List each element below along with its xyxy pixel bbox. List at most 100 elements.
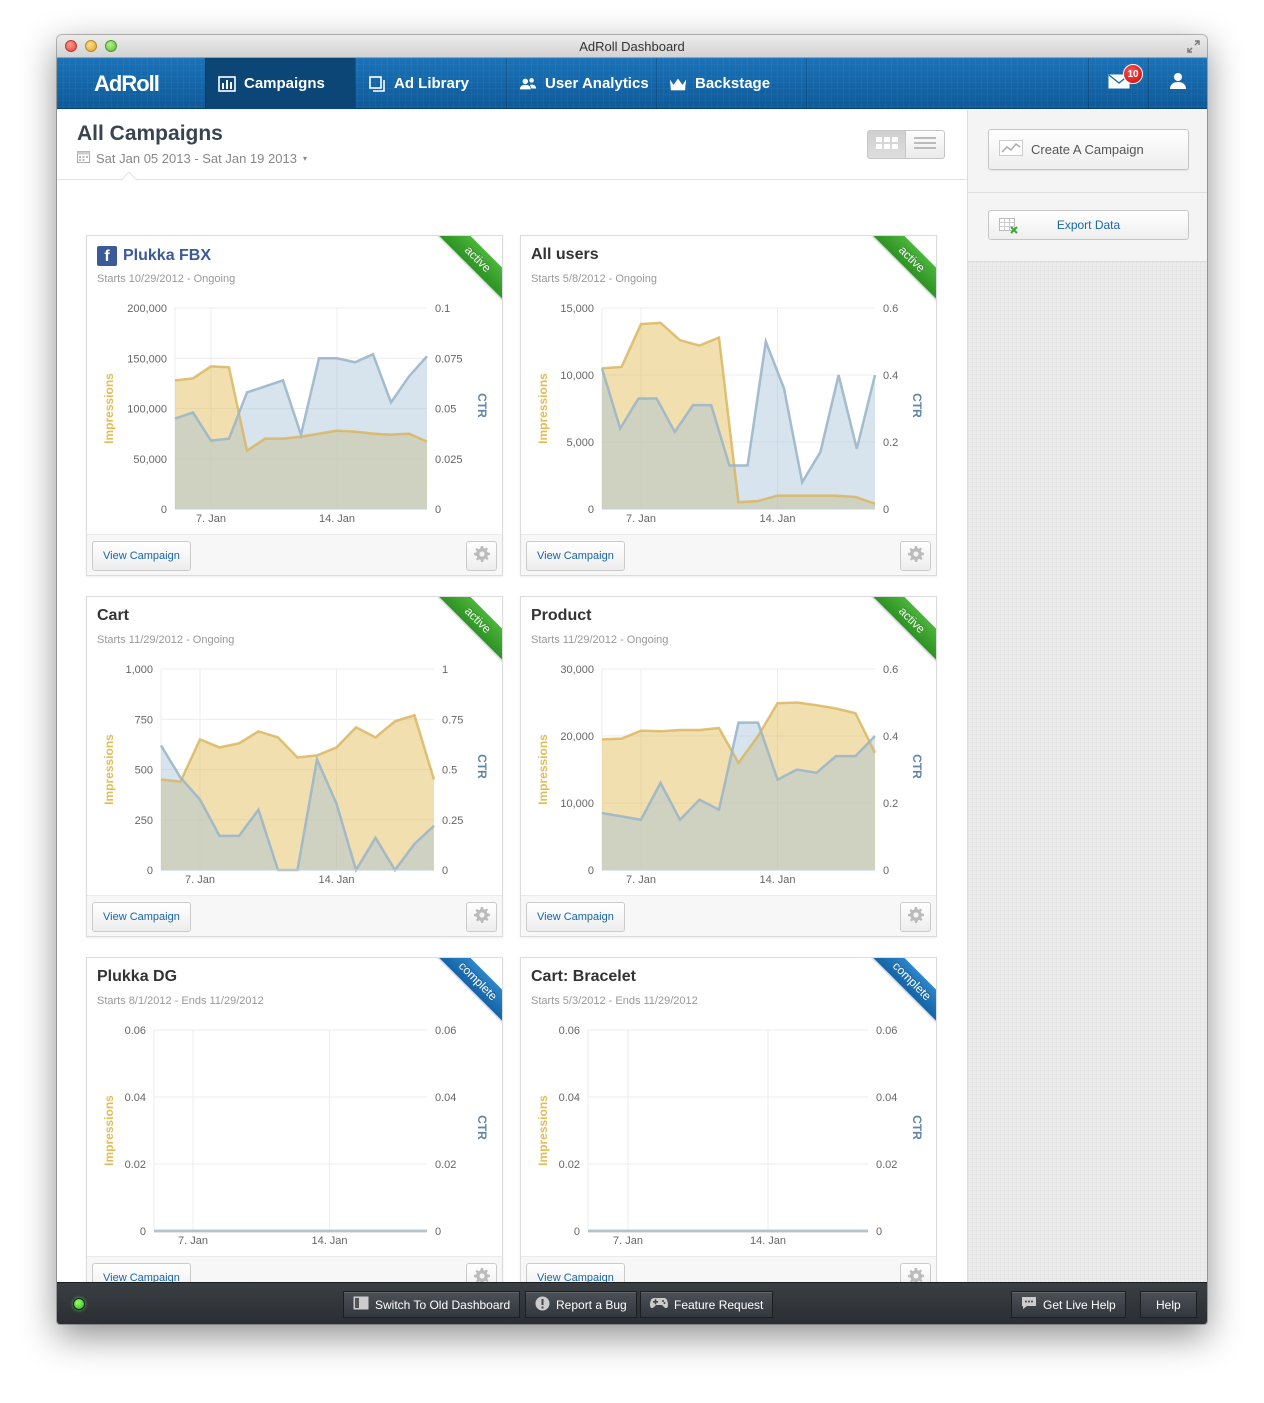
y2-axis-title: CTR <box>910 754 924 779</box>
y2-tick-label: 0 <box>435 504 441 516</box>
y2-tick-label: 0.75 <box>442 714 463 726</box>
status-ribbon: active <box>432 597 502 666</box>
status-ribbon: active <box>432 236 502 305</box>
view-campaign-button[interactable]: View Campaign <box>92 541 191 571</box>
campaign-name: Plukka DG <box>97 968 178 985</box>
campaign-title[interactable]: Product <box>531 607 591 625</box>
campaign-settings-button[interactable] <box>466 902 497 932</box>
sidebar-divider <box>968 192 1207 193</box>
bar-chart-icon <box>218 75 236 93</box>
nav-user-analytics[interactable]: User Analytics <box>506 58 656 109</box>
ctr-line <box>601 721 876 822</box>
y-tick-label: 15,000 <box>560 303 594 315</box>
y-tick-label: 0 <box>588 865 594 877</box>
y-tick-label: 0.06 <box>559 1025 580 1037</box>
nav-ad-library[interactable]: Ad Library <box>355 58 506 109</box>
warning-icon <box>535 1296 550 1314</box>
ctr-line <box>600 336 877 486</box>
y-tick-label: 0.06 <box>125 1025 146 1037</box>
spreadsheet-icon <box>999 218 1019 237</box>
x-tick-label: 14. Jan <box>750 1235 786 1247</box>
y2-tick-label: 0.02 <box>435 1159 456 1171</box>
campaign-chart: 0 50,000 100,000 150,000 200,000 0 0.025 0.05 0.… <box>102 303 489 525</box>
main-content: All Campaigns Sat Jan 05 2013 - Sat Jan … <box>57 110 967 1298</box>
report-bug-button[interactable]: Report a Bug <box>525 1291 637 1318</box>
create-campaign-label: Create A Campaign <box>1031 142 1144 157</box>
crown-icon <box>669 75 687 93</box>
feature-request-button[interactable]: Feature Request <box>640 1291 774 1318</box>
impressions-line <box>601 321 876 505</box>
report-bug-label: Report a Bug <box>556 1297 627 1312</box>
y-axis-title: Impressions <box>536 734 550 805</box>
y-tick-label: 5,000 <box>566 437 594 449</box>
y-tick-label: 10,000 <box>560 798 594 810</box>
adroll-logo[interactable]: AdRoll <box>94 71 160 96</box>
y-tick-label: 200,000 <box>127 303 167 315</box>
campaign-name: Cart: Bracelet <box>531 968 636 985</box>
campaign-title[interactable]: Plukka DG <box>97 968 177 986</box>
y2-tick-label: 0.5 <box>442 765 457 777</box>
y-axis-title: Impressions <box>536 1095 550 1166</box>
x-tick-label: 14. Jan <box>759 874 795 886</box>
campaign-settings-button[interactable] <box>900 541 931 571</box>
view-campaign-button[interactable]: View Campaign <box>92 902 191 932</box>
messages-button[interactable]: 10 <box>1088 58 1148 109</box>
y2-tick-label: 0.4 <box>883 370 898 382</box>
y2-tick-label: 0.06 <box>435 1025 456 1037</box>
y2-tick-label: 0.02 <box>876 1159 897 1171</box>
campaign-title[interactable]: Cart <box>97 607 129 625</box>
nav-campaigns-label: Campaigns <box>244 75 325 92</box>
card-footer: View Campaign <box>521 895 936 936</box>
title-bar: AdRoll Dashboard <box>57 35 1207 58</box>
campaign-title[interactable]: All users <box>531 246 599 264</box>
list-view-button[interactable] <box>906 130 945 159</box>
export-data-button[interactable]: Export Data <box>988 210 1189 240</box>
y2-axis-title: CTR <box>475 754 489 779</box>
view-campaign-button[interactable]: View Campaign <box>526 902 625 932</box>
grid-view-button[interactable] <box>867 130 906 159</box>
campaign-name: Cart <box>97 607 130 624</box>
y2-tick-label: 0.25 <box>442 815 463 827</box>
close-window-button[interactable] <box>65 40 77 52</box>
campaign-settings-button[interactable] <box>466 541 497 571</box>
nav-campaigns[interactable]: Campaigns <box>205 58 355 109</box>
library-icon <box>368 75 386 93</box>
chevron-down-icon: ▾ <box>302 153 307 163</box>
date-range-picker[interactable]: Sat Jan 05 2013 - Sat Jan 19 2013 ▾ <box>77 150 307 166</box>
status-ribbon: active <box>866 597 936 666</box>
campaign-title[interactable]: f Plukka FBX <box>97 246 211 266</box>
campaign-name: Plukka FBX <box>123 247 212 264</box>
campaign-card: All users Starts 5/8/2012 - Ongoing active… <box>520 235 937 576</box>
campaign-name: All users <box>531 246 599 263</box>
y-axis-title: Impressions <box>102 373 116 444</box>
get-live-help-button[interactable]: Get Live Help <box>1011 1291 1126 1318</box>
y-tick-label: 0 <box>147 865 153 877</box>
x-tick-label: 7. Jan <box>196 513 226 525</box>
y2-tick-label: 0.06 <box>876 1025 897 1037</box>
view-campaign-button[interactable]: View Campaign <box>526 541 625 571</box>
campaign-title[interactable]: Cart: Bracelet <box>531 968 636 986</box>
y-tick-label: 500 <box>135 765 153 777</box>
help-button[interactable]: Help <box>1140 1291 1197 1318</box>
switch-old-dashboard-button[interactable]: Switch To Old Dashboard <box>343 1291 521 1318</box>
get-live-help-label: Get Live Help <box>1043 1297 1116 1312</box>
campaign-settings-button[interactable] <box>900 902 931 932</box>
fullscreen-icon[interactable] <box>1187 40 1200 53</box>
nav-backstage[interactable]: Backstage <box>656 58 806 109</box>
x-tick-label: 7. Jan <box>613 1235 643 1247</box>
y2-axis-title: CTR <box>910 393 924 418</box>
status-ribbon: complete <box>866 958 936 1027</box>
create-campaign-button[interactable]: Create A Campaign <box>988 129 1189 170</box>
zoom-window-button[interactable] <box>105 40 117 52</box>
campaign-chart: 0 250 500 750 1,000 0 0.25 0.5 0.75 1 7. Jan 14. Ja… <box>102 664 489 886</box>
y2-tick-label: 0.6 <box>883 664 898 676</box>
y2-tick-label: 0 <box>883 504 889 516</box>
y-tick-label: 0.02 <box>559 1159 580 1171</box>
minimize-window-button[interactable] <box>85 40 97 52</box>
y2-tick-label: 0 <box>883 865 889 877</box>
messages-count-badge: 10 <box>1123 64 1143 84</box>
y-tick-label: 100,000 <box>127 404 167 416</box>
user-menu-button[interactable] <box>1148 58 1207 109</box>
sidebar-actions: Create A Campaign Export Data <box>968 110 1207 262</box>
header-pointer <box>120 171 138 189</box>
